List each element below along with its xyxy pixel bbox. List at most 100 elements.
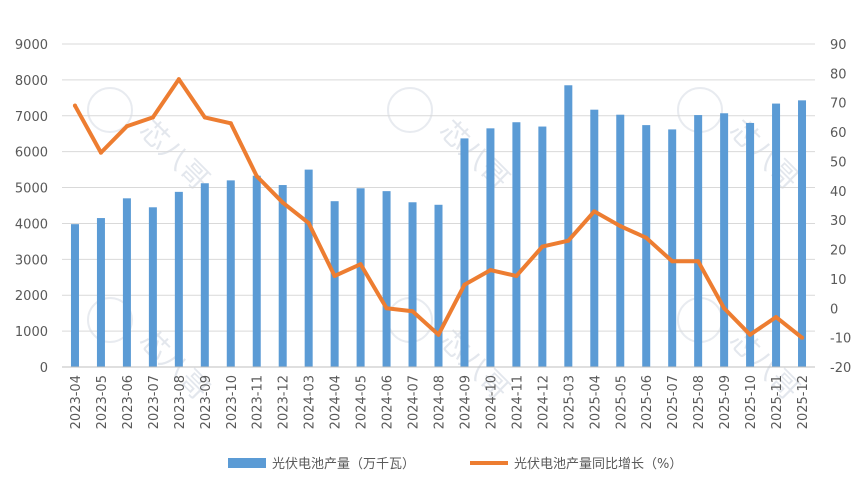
bar	[720, 113, 729, 367]
bar	[408, 202, 417, 367]
y-right-tick-label: 80	[830, 67, 847, 82]
watermark-logo	[87, 297, 133, 343]
line-point	[436, 332, 441, 337]
line-point	[332, 273, 337, 278]
line-point	[644, 235, 649, 240]
y-left-tick-label: 3000	[15, 253, 48, 268]
x-tick-label: 2025-04	[588, 375, 603, 429]
line-point	[592, 209, 597, 214]
bar-series	[70, 85, 807, 368]
y-right-tick-label: -20	[830, 361, 851, 376]
line-point	[566, 238, 571, 243]
y-left-tick-label: 0	[40, 361, 48, 376]
line-point	[410, 309, 415, 314]
legend: 光伏电池产量（万千瓦） 光伏电池产量同比增长（%）	[228, 457, 682, 472]
x-tick-label: 2025-06	[640, 375, 655, 429]
bar	[668, 129, 677, 367]
bar	[330, 201, 339, 367]
legend-bar-label: 光伏电池产量（万千瓦）	[272, 457, 415, 472]
legend-line-label: 光伏电池产量同比增长（%）	[514, 457, 682, 472]
bar	[122, 198, 131, 367]
line-point	[176, 77, 181, 82]
x-tick-label: 2025-03	[562, 375, 577, 429]
line-point	[696, 259, 701, 264]
x-tick-label: 2023-08	[173, 375, 188, 429]
x-tick-label: 2025-07	[666, 375, 681, 429]
bar	[382, 191, 391, 367]
x-tick-label: 2023-07	[147, 375, 162, 429]
x-tick-label: 2025-11	[770, 375, 785, 429]
line-point	[124, 124, 129, 129]
x-tick-label: 2024-09	[458, 375, 473, 429]
x-tick-label: 2025-09	[718, 375, 733, 429]
line-point	[514, 273, 519, 278]
y-right-tick-label: 10	[830, 273, 847, 288]
bar	[252, 175, 261, 367]
line-point	[462, 282, 467, 287]
bar	[616, 114, 625, 367]
line-point	[358, 262, 363, 267]
bar	[174, 191, 183, 367]
watermark-logo	[387, 87, 433, 133]
watermark-text: 芯八哥	[433, 114, 516, 197]
bar	[642, 125, 651, 367]
y-right-tick-label: 20	[830, 244, 847, 259]
x-tick-label: 2024-06	[381, 375, 396, 429]
x-tick-label: 2024-04	[329, 375, 344, 429]
bar	[746, 122, 755, 367]
bar	[694, 115, 703, 367]
x-tick-label: 2025-05	[614, 375, 629, 429]
y-right-tick-label: 0	[830, 302, 838, 317]
bar	[278, 185, 287, 367]
x-tick-label: 2023-10	[225, 375, 240, 429]
x-tick-label: 2023-09	[199, 375, 214, 429]
line-point	[228, 121, 233, 126]
y-axis-right: -20 -10 0 10 20 30 40 50 60 70 80 90	[830, 38, 851, 376]
bar	[226, 180, 235, 367]
line-point	[618, 224, 623, 229]
bar	[96, 218, 105, 367]
y-right-tick-label: 50	[830, 155, 847, 170]
y-left-tick-label: 5000	[15, 182, 48, 197]
x-tick-label: 2024-07	[407, 375, 422, 429]
y-left-tick-label: 8000	[15, 74, 48, 89]
y-right-tick-label: 60	[830, 126, 847, 141]
y-left-tick-label: 4000	[15, 217, 48, 232]
x-tick-label: 2023-04	[69, 375, 84, 429]
bar	[486, 128, 495, 367]
x-tick-label: 2024-08	[433, 375, 448, 429]
x-tick-label: 2024-05	[355, 375, 370, 429]
bar	[512, 122, 521, 367]
line-point	[150, 115, 155, 120]
line-point	[748, 332, 753, 337]
x-tick-label: 2024-10	[484, 375, 499, 429]
y-right-tick-label: 90	[830, 38, 847, 53]
bar	[772, 103, 781, 367]
x-tick-label: 2024-03	[303, 375, 318, 429]
bar	[434, 204, 443, 367]
x-tick-label: 2025-10	[744, 375, 759, 429]
watermark-text: 芯八哥	[723, 114, 806, 197]
y-left-tick-label: 9000	[15, 38, 48, 53]
bar	[148, 207, 157, 367]
bar	[356, 188, 365, 367]
x-tick-label: 2024-12	[536, 375, 551, 429]
line-point	[488, 268, 493, 273]
x-tick-label: 2025-08	[692, 375, 707, 429]
x-tick-label: 2023-11	[251, 375, 266, 429]
bar	[70, 224, 79, 367]
y-left-tick-label: 1000	[15, 325, 48, 340]
line-point	[540, 244, 545, 249]
x-tick-label: 2023-06	[121, 375, 136, 429]
y-right-tick-label: -10	[830, 332, 851, 347]
x-tick-label: 2025-12	[796, 375, 811, 429]
bar	[564, 85, 573, 368]
x-tick-label: 2023-05	[95, 375, 110, 429]
line-point	[774, 315, 779, 320]
line-series	[72, 77, 805, 340]
line-point	[722, 306, 727, 311]
line-point	[384, 306, 389, 311]
x-axis: 2023-04 2023-05 2023-06 2023-07 2023-08 2023-…	[62, 366, 815, 429]
line-point	[800, 335, 805, 340]
